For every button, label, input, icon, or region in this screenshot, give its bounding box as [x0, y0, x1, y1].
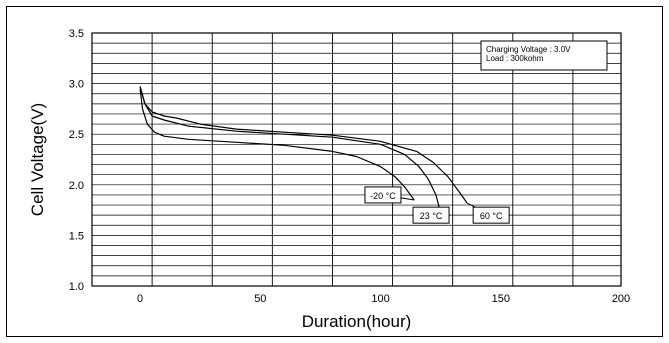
x-tick-label: 150	[492, 293, 510, 305]
info-box-line: Charging Voltage : 3.0V	[486, 45, 571, 54]
x-tick-labels: 0 50 100 150 200	[137, 293, 630, 305]
callout-box	[412, 206, 450, 224]
info-box-frame	[480, 40, 608, 71]
y-tick-labels: 1.0 1.5 2.0 2.5 3.0 3.5	[69, 28, 84, 293]
y-tick-label: 1.0	[69, 281, 84, 293]
series-label: -20 °C	[370, 191, 396, 201]
x-tick-label: 0	[137, 293, 143, 305]
series-lines	[139, 86, 468, 214]
x-tick-label: 200	[612, 293, 630, 305]
callout-box	[364, 186, 402, 204]
plot-frame	[91, 32, 622, 287]
info-box-line: Load : 300kohm	[486, 54, 544, 63]
x-axis-label: Duration(hour)	[302, 312, 412, 331]
series-line	[139, 86, 442, 214]
callout-box	[472, 206, 510, 224]
series-line	[139, 88, 415, 201]
x-tick-label: 50	[254, 293, 266, 305]
y-tick-label: 1.5	[69, 230, 84, 242]
y-tick-label: 3.0	[69, 79, 84, 91]
series-line	[139, 86, 468, 204]
minor-grid	[92, 42, 621, 277]
series-label: 23 °C	[420, 211, 443, 221]
y-axis-label: Cell Voltage(V)	[28, 103, 47, 216]
series-label: 60 °C	[480, 211, 503, 221]
x-tick-label: 100	[371, 293, 389, 305]
y-tick-label: 3.5	[69, 28, 84, 40]
major-grid	[151, 33, 574, 286]
series-callouts: -20 °C 23 °C 60 °C	[364, 186, 510, 224]
y-tick-label: 2.0	[69, 180, 84, 192]
y-tick-label: 2.5	[69, 129, 84, 141]
